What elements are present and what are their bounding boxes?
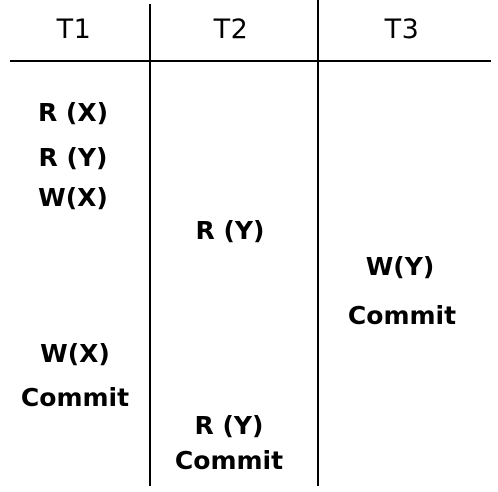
t2-op-read-y: R (Y): [195, 216, 265, 245]
header-divider: [10, 60, 491, 62]
t2-op-commit: Commit: [174, 446, 284, 475]
t1-op-read-x: R (X): [37, 98, 109, 127]
header-t3: T3: [384, 14, 420, 45]
t1-op-write-x-2: W(X): [40, 339, 110, 368]
header-t1: T1: [56, 14, 92, 45]
t3-op-write-y: W(Y): [365, 252, 435, 281]
t2-op-read-y-2: R (Y): [194, 411, 264, 440]
t1-op-commit: Commit: [20, 383, 130, 412]
t1-op-read-y: R (Y): [38, 143, 108, 172]
t1-op-write-x: W(X): [38, 183, 108, 212]
column-divider-1: [149, 4, 151, 486]
t3-op-commit: Commit: [347, 301, 457, 330]
column-divider-2: [317, 0, 319, 486]
header-t2: T2: [213, 14, 249, 45]
